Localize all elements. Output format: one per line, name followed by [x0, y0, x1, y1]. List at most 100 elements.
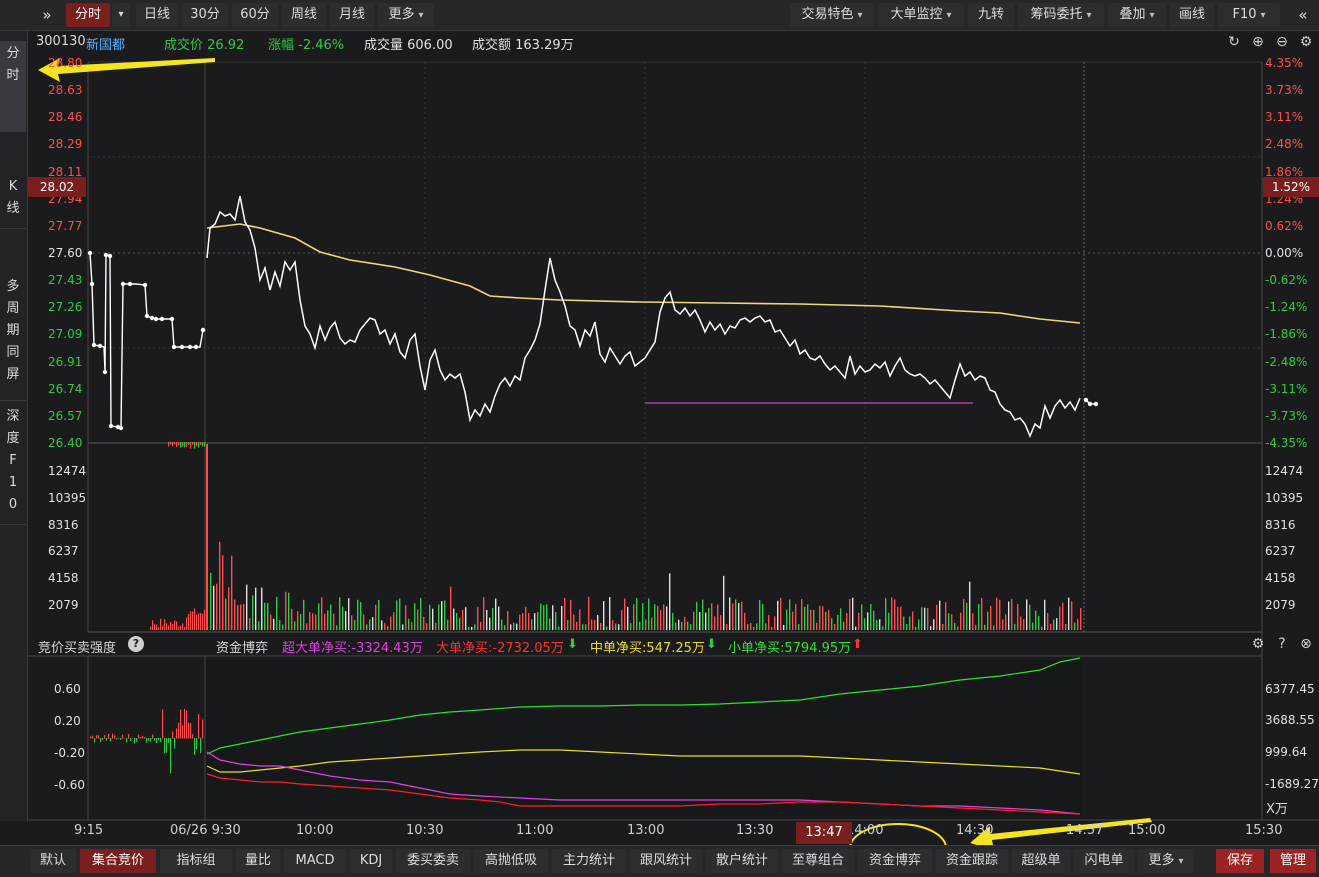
bottom-tab-14[interactable]: 超级单 — [1012, 849, 1070, 873]
volume-bar — [450, 586, 452, 630]
tab-monthly[interactable]: 月线 — [330, 3, 374, 27]
bottom-tab-5[interactable]: KDJ — [350, 849, 392, 873]
nine-turn-button[interactable]: 九转 — [968, 3, 1014, 27]
settings-icon[interactable]: ⚙ — [1251, 636, 1265, 652]
volume-bar — [495, 598, 497, 630]
auction-strength-bar — [94, 738, 96, 743]
close-icon[interactable]: ⊗ — [1300, 636, 1312, 652]
vtab-fenshi[interactable]: 分 时 — [0, 41, 26, 132]
tab-daily[interactable]: 日线 — [136, 3, 178, 27]
trade-price: 成交价 26.92 — [164, 38, 245, 53]
rotate-icon[interactable]: ↻ — [1228, 34, 1240, 50]
volume-bar — [327, 610, 329, 630]
time-axis-label: 06/26 9:30 — [170, 823, 241, 838]
vtab-multi-period[interactable]: 多 周 期 同 屏 — [0, 272, 26, 401]
volume-bar — [903, 616, 905, 630]
volume-bar — [366, 624, 368, 630]
draw-line-button[interactable]: 画线 — [1170, 3, 1214, 27]
volume-bar — [777, 600, 779, 630]
bottom-tab-4[interactable]: MACD — [284, 849, 346, 873]
volume-bar — [948, 613, 950, 630]
settings-icon[interactable]: ⚙ — [1299, 34, 1313, 50]
auction-volume-bar — [168, 442, 170, 447]
price-axis-label: 26.74 — [48, 381, 83, 396]
volume-bar — [561, 605, 563, 630]
volume-bar — [184, 627, 186, 630]
double-chevron-left-icon[interactable]: « — [1298, 6, 1308, 24]
bottom-tab-15[interactable]: 闪电单 — [1074, 849, 1134, 873]
volume-bar — [672, 612, 674, 630]
chip-order-button[interactable]: 筹码委托 — [1018, 3, 1104, 27]
trade-feature-button[interactable]: 交易特色 — [790, 3, 874, 27]
bottom-tab-13[interactable]: 资金跟踪 — [936, 849, 1008, 873]
bottom-tab-6[interactable]: 委买委卖 — [396, 849, 470, 873]
vtab-kline[interactable]: K 线 — [0, 132, 26, 229]
volume-bar — [176, 621, 178, 630]
auction-strength-bar — [134, 738, 136, 744]
bottom-tab-3[interactable]: 量比 — [236, 849, 280, 873]
volume-bar — [711, 603, 713, 630]
question-circle-icon[interactable]: ? — [128, 636, 144, 652]
volume-bar — [291, 608, 293, 630]
volume-bar — [1080, 608, 1082, 630]
tab-weekly[interactable]: 周线 — [282, 3, 326, 27]
auction-strength-bar — [132, 738, 134, 739]
volume-bar — [636, 597, 638, 630]
volume-bar — [237, 605, 239, 630]
zoom-out-icon[interactable]: ⊖ — [1276, 34, 1288, 50]
f10-button[interactable]: F10 — [1218, 3, 1280, 27]
volume-bar — [417, 609, 419, 630]
overlay-button[interactable]: 叠加 — [1108, 3, 1166, 27]
zoom-in-icon[interactable]: ⊕ — [1252, 34, 1264, 50]
volume-bar — [822, 606, 824, 630]
bottom-tab-0[interactable]: 默认 — [30, 849, 76, 873]
volume-bar — [1044, 599, 1046, 630]
volume-bar — [972, 613, 974, 630]
volume-bar — [801, 599, 803, 630]
bottom-tab-8[interactable]: 主力统计 — [552, 849, 626, 873]
indicator-grid — [28, 655, 1319, 821]
volume-bar — [651, 617, 653, 630]
bottom-tab-2[interactable]: 指标组 — [160, 849, 232, 873]
auction-strength-bar — [92, 735, 94, 739]
bottom-tab-16[interactable]: 更多 — [1138, 849, 1194, 873]
volume-bar — [693, 611, 695, 630]
auction-strength-bar — [170, 738, 172, 774]
bottom-tab-12[interactable]: 资金博弈 — [858, 849, 932, 873]
auction-strength-bar — [128, 734, 130, 739]
volume-bar — [396, 600, 398, 630]
volume-bar — [714, 616, 716, 630]
double-chevron-right-icon[interactable]: » — [42, 6, 52, 24]
volume-bar — [420, 598, 422, 630]
save-button[interactable]: 保存 — [1216, 849, 1264, 873]
volume-bar — [1041, 626, 1043, 630]
bottom-tab-7[interactable]: 高抛低吸 — [474, 849, 548, 873]
volume-bar — [990, 606, 992, 630]
tab-30min[interactable]: 30分 — [182, 3, 228, 27]
vtab-depth-f10[interactable]: 深 度 F 1 0 — [0, 404, 26, 525]
stock-name[interactable]: 新国都 — [86, 38, 126, 53]
bottom-tab-10[interactable]: 散户统计 — [706, 849, 778, 873]
volume-bar — [231, 555, 233, 630]
tab-fenshi[interactable]: 分时 — [66, 3, 110, 27]
help-icon[interactable]: ? — [1278, 636, 1286, 652]
bottom-tab-9[interactable]: 跟风统计 — [630, 849, 702, 873]
pct-axis-label: -2.48% — [1265, 354, 1308, 369]
volume-bar — [1020, 616, 1022, 630]
volume-bar — [987, 611, 989, 630]
volume-bar — [150, 626, 152, 630]
auction-strength-bar — [152, 734, 154, 739]
volume-bar — [816, 622, 818, 630]
big-order-monitor-button[interactable]: 大单监控 — [878, 3, 964, 27]
indicator-name[interactable]: 资金博弈 — [216, 641, 269, 656]
tab-more[interactable]: 更多 — [378, 3, 434, 27]
volume-bar — [402, 624, 404, 630]
tab-60min[interactable]: 60分 — [232, 3, 278, 27]
bottom-tab-11[interactable]: 至尊组合 — [782, 849, 854, 873]
volume-bar — [528, 613, 530, 630]
bottom-tab-1[interactable]: 集合竞价 — [80, 849, 156, 873]
manage-button[interactable]: 管理 — [1270, 849, 1316, 873]
volume-bar — [717, 604, 719, 630]
volume-bar — [606, 626, 608, 630]
chevron-down-icon[interactable]: ▾ — [112, 3, 130, 27]
